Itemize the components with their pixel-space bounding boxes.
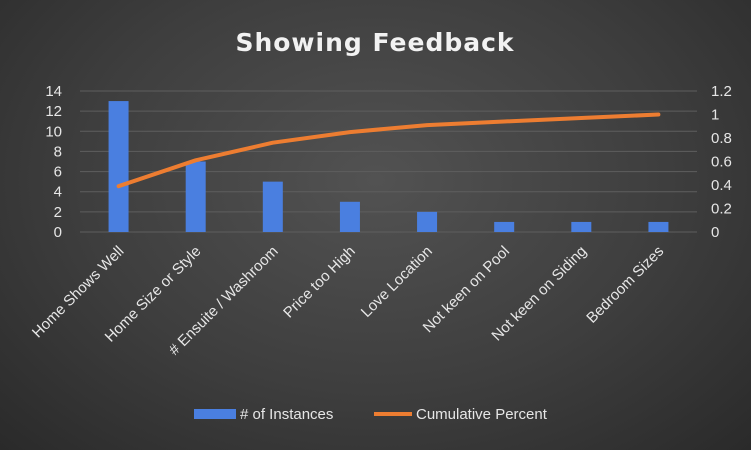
left-axis-tick-label: 14 bbox=[45, 83, 62, 100]
bar bbox=[108, 101, 129, 232]
right-axis-tick-label: 0.6 bbox=[711, 154, 732, 171]
right-axis-tick-label: 0.2 bbox=[711, 201, 732, 218]
bar bbox=[417, 211, 438, 232]
right-axis-tick-label: 0.4 bbox=[711, 177, 732, 194]
left-axis-tick-label: 0 bbox=[54, 224, 62, 241]
left-axis-tick-label: 10 bbox=[45, 123, 62, 140]
bar bbox=[494, 221, 515, 232]
category-label: Price too High bbox=[280, 243, 359, 322]
gridlines bbox=[80, 90, 697, 233]
legend-label-cumulative: Cumulative Percent bbox=[416, 406, 548, 423]
legend-label-instances: # of Instances bbox=[240, 406, 333, 423]
left-axis-tick-label: 4 bbox=[54, 184, 62, 201]
right-axis-tick-label: 1.2 bbox=[711, 83, 732, 100]
bar bbox=[339, 201, 360, 232]
line-point bbox=[349, 131, 351, 133]
line-point bbox=[580, 117, 582, 119]
right-axis-tick-label: 1 bbox=[711, 107, 719, 124]
legend: # of Instances Cumulative Percent bbox=[194, 406, 548, 423]
category-label: Bedroom Sizes bbox=[583, 243, 667, 327]
bar bbox=[571, 221, 592, 232]
left-axis-tick-label: 12 bbox=[45, 103, 62, 120]
line-point bbox=[503, 121, 505, 123]
left-axis-tick-label: 8 bbox=[54, 143, 62, 160]
bar bbox=[648, 221, 669, 232]
line-series bbox=[116, 112, 661, 189]
left-axis-tick-label: 2 bbox=[54, 204, 62, 221]
left-y-axis: 0 2 4 6 8 10 12 14 bbox=[45, 83, 62, 241]
line-point bbox=[657, 114, 659, 115]
cumulative-line bbox=[116, 112, 661, 189]
category-label: Love Location bbox=[358, 243, 436, 321]
bar bbox=[185, 161, 206, 232]
right-axis-tick-label: 0 bbox=[711, 224, 719, 241]
chart-title: Showing Feedback bbox=[235, 28, 514, 57]
legend-swatch-instances bbox=[194, 409, 236, 419]
bar-series bbox=[108, 101, 669, 232]
right-axis-tick-label: 0.8 bbox=[711, 130, 732, 147]
bar bbox=[262, 181, 283, 232]
line-point bbox=[118, 185, 120, 187]
left-axis-tick-label: 6 bbox=[54, 164, 62, 181]
right-y-axis: 0 0.2 0.4 0.6 0.8 1 1.2 bbox=[711, 83, 732, 241]
line-point bbox=[195, 159, 197, 161]
line-point bbox=[426, 124, 428, 126]
line-point bbox=[272, 142, 274, 144]
